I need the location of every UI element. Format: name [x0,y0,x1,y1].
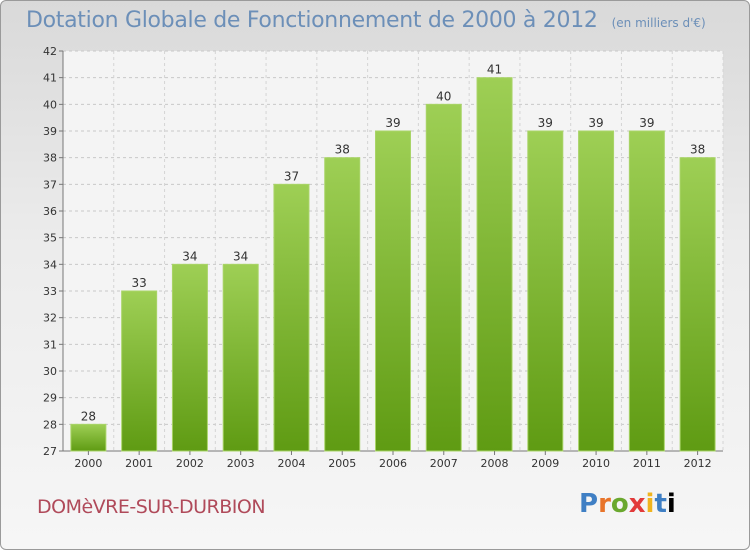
data-label: 38 [335,143,350,157]
y-tick-label: 30 [43,365,57,378]
data-label: 28 [81,409,96,423]
y-tick-label: 29 [43,392,57,405]
data-label: 33 [132,276,147,290]
data-label: 39 [588,116,603,130]
data-label: 37 [284,169,299,183]
x-tick-label: 2007 [430,457,458,470]
x-tick-label: 2012 [684,457,712,470]
y-tick-label: 27 [43,445,57,458]
x-tick-label: 2006 [379,457,407,470]
x-tick-label: 2003 [227,457,255,470]
y-tick-label: 32 [43,312,57,325]
y-tick-label: 28 [43,418,57,431]
bar [273,183,310,452]
unit-text: (en milliers d'€) [611,16,706,30]
x-tick-label: 2005 [328,457,356,470]
y-tick-label: 35 [43,232,57,245]
x-tick-label: 2011 [633,457,661,470]
bar [375,130,411,452]
chart-title: Dotation Globale de Fonctionnement de 20… [26,8,706,33]
data-label: 39 [385,116,400,130]
x-tick-label: 2000 [74,457,102,470]
bar [70,423,107,452]
x-tick-label: 2002 [176,457,204,470]
y-tick-label: 33 [43,285,57,298]
x-tick-label: 2010 [582,457,610,470]
bar [628,130,665,452]
data-label: 41 [487,63,502,77]
y-tick-label: 38 [43,152,57,165]
y-tick-label: 37 [43,178,57,191]
data-label: 34 [182,249,197,263]
data-label: 39 [538,116,553,130]
bar [222,263,259,452]
bar [121,290,158,452]
proxiti-logo: Proxiti [579,489,676,519]
title-text: Dotation Globale de Fonctionnement de 20… [26,8,598,33]
x-tick-label: 2009 [531,457,559,470]
y-tick-label: 36 [43,205,57,218]
y-tick-label: 31 [43,338,57,351]
x-tick-label: 2001 [125,457,153,470]
bar [578,130,615,452]
y-tick-label: 42 [43,45,57,58]
bar [679,157,716,452]
x-tick-label: 2008 [481,457,509,470]
bar [171,263,208,452]
data-label: 34 [233,249,248,263]
bar [476,77,513,452]
y-tick-label: 39 [43,125,57,138]
data-label: 38 [690,143,705,157]
x-tick-label: 2004 [277,457,305,470]
data-label: 39 [639,116,654,130]
data-label: 40 [436,89,451,103]
bar [527,130,564,452]
commune-name: DOMèVRE-SUR-DURBION [37,496,266,518]
y-tick-label: 41 [43,72,57,85]
bar [324,157,361,452]
bar [425,103,462,452]
y-tick-label: 40 [43,98,57,111]
y-tick-label: 34 [43,258,57,271]
